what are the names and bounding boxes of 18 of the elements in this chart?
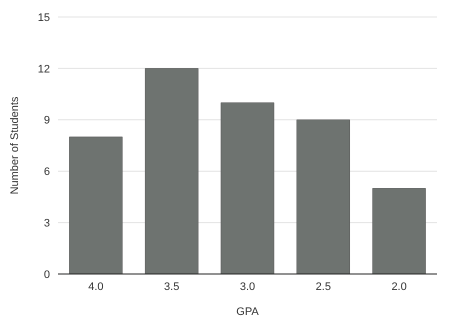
bar [220, 102, 274, 274]
bar [69, 136, 123, 274]
y-tick-label: 9 [44, 114, 50, 127]
y-tick-label: 15 [38, 12, 50, 24]
y-tick-label: 3 [44, 218, 50, 230]
x-tick-label: 2.0 [391, 280, 407, 293]
bar [144, 68, 198, 274]
x-tick-label: 2.5 [316, 280, 331, 293]
y-tick-label: 0 [44, 268, 50, 281]
x-tick-label: 3.5 [164, 280, 180, 293]
x-axis-title: GPA [236, 306, 260, 318]
y-tick-label: 12 [38, 63, 50, 76]
bar [296, 120, 350, 274]
y-axis-title: Number of Students [8, 96, 21, 194]
y-tick-label: 6 [44, 166, 50, 178]
x-tick-label: 3.0 [240, 280, 256, 293]
x-tick-label: 4.0 [88, 280, 104, 293]
bar [372, 188, 426, 274]
